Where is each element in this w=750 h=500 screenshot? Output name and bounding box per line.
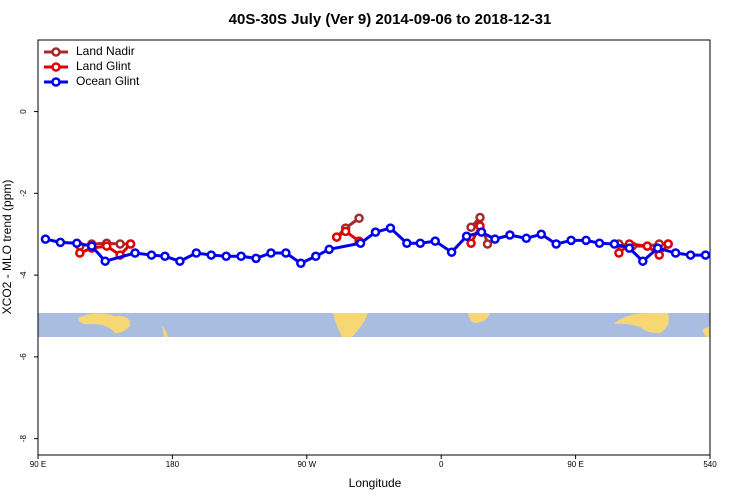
data-point bbox=[594, 238, 605, 248]
legend-label: Ocean Glint bbox=[76, 74, 140, 88]
data-point bbox=[251, 253, 261, 264]
y-tick-label: 0 bbox=[19, 109, 28, 114]
y-tick-label: -2 bbox=[19, 189, 28, 197]
x-tick-label: 90 W bbox=[297, 460, 316, 469]
data-point bbox=[475, 212, 485, 223]
data-point bbox=[266, 248, 276, 258]
x-tick-label: 90 E bbox=[30, 460, 46, 469]
data-point bbox=[340, 226, 351, 237]
data-point bbox=[296, 258, 306, 268]
data-point bbox=[566, 235, 576, 246]
data-point bbox=[385, 223, 396, 233]
y-tick-label: -8 bbox=[19, 435, 28, 443]
data-point bbox=[430, 236, 440, 246]
data-point bbox=[466, 222, 476, 233]
data-point bbox=[160, 251, 170, 262]
data-point bbox=[490, 234, 500, 244]
x-tick-label: 90 E bbox=[567, 460, 583, 469]
data-point bbox=[175, 256, 185, 266]
data-point bbox=[324, 244, 334, 255]
data-point bbox=[415, 238, 426, 248]
data-point bbox=[624, 243, 635, 253]
data-point bbox=[521, 233, 532, 244]
legend-label: Land Nadir bbox=[76, 44, 135, 58]
data-point bbox=[670, 248, 681, 258]
y-axis-label: XCO2 - MLO trend (ppm) bbox=[0, 180, 14, 315]
data-point bbox=[206, 250, 216, 260]
data-point bbox=[370, 227, 381, 237]
data-point bbox=[101, 241, 112, 251]
data-point bbox=[642, 241, 653, 251]
data-point bbox=[355, 238, 366, 248]
data-point bbox=[55, 237, 66, 248]
data-point bbox=[130, 248, 140, 258]
x-tick-label: 540 bbox=[703, 460, 717, 469]
x-tick-label: 0 bbox=[439, 460, 444, 469]
data-point bbox=[100, 256, 110, 266]
data-point bbox=[700, 250, 711, 260]
data-point bbox=[505, 230, 515, 240]
chart-title: 40S-30S July (Ver 9) 2014-09-06 to 2018-… bbox=[229, 11, 552, 28]
y-tick-label: -6 bbox=[19, 353, 28, 361]
plot-frame bbox=[37, 39, 711, 456]
x-axis-label: Longitude bbox=[349, 476, 402, 490]
data-point bbox=[354, 213, 364, 224]
data-point bbox=[40, 234, 51, 244]
legend-marker bbox=[51, 77, 61, 87]
data-point bbox=[311, 251, 321, 262]
data-point bbox=[221, 251, 231, 262]
map-strip bbox=[38, 313, 710, 337]
data-point bbox=[663, 239, 673, 249]
data-point bbox=[72, 238, 82, 248]
data-point bbox=[581, 235, 591, 246]
legend-marker bbox=[51, 47, 61, 57]
data-point bbox=[191, 248, 202, 258]
data-point bbox=[652, 243, 663, 253]
data-point bbox=[476, 227, 487, 237]
data-point bbox=[461, 231, 472, 242]
data-point bbox=[125, 239, 136, 249]
data-point bbox=[75, 248, 85, 258]
data-point bbox=[115, 239, 125, 249]
data-point bbox=[402, 238, 412, 248]
data-point bbox=[536, 229, 547, 239]
data-point bbox=[87, 241, 97, 251]
data-point bbox=[446, 247, 457, 257]
data-point bbox=[638, 256, 648, 266]
data-point bbox=[281, 248, 291, 258]
data-point bbox=[609, 239, 620, 249]
data-point bbox=[551, 239, 561, 249]
x-tick-label: 180 bbox=[166, 460, 180, 469]
data-point bbox=[685, 250, 696, 260]
legend-label: Land Glint bbox=[76, 59, 131, 73]
data-point bbox=[614, 248, 624, 258]
legend-marker bbox=[51, 62, 61, 72]
data-point bbox=[236, 251, 246, 262]
data-point bbox=[482, 239, 493, 249]
data-point bbox=[331, 232, 342, 242]
data-point bbox=[146, 250, 157, 260]
y-tick-label: -4 bbox=[19, 271, 28, 279]
data-point bbox=[466, 238, 476, 248]
